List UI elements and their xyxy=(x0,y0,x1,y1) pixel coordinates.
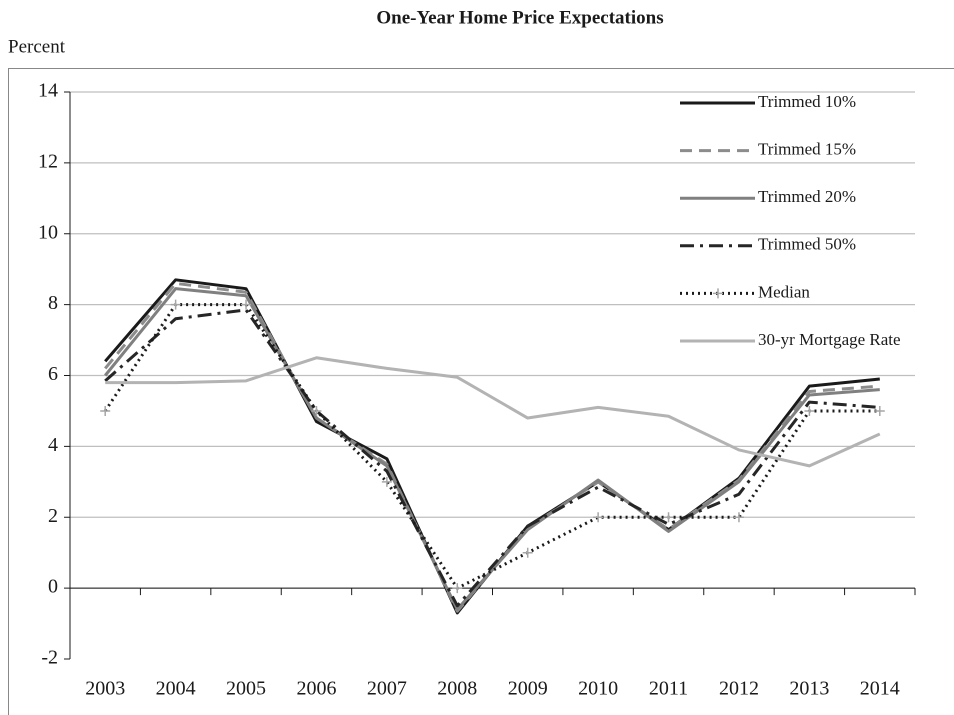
point-marker xyxy=(170,299,181,310)
legend-label: Median xyxy=(758,282,810,301)
point-marker xyxy=(452,583,463,594)
x-tick-label: 2011 xyxy=(649,678,688,700)
x-tick-label: 2007 xyxy=(367,678,407,700)
y-axis-label: Percent xyxy=(8,36,66,57)
legend-marker xyxy=(713,288,723,299)
legend-label: 30-yr Mortgage Rate xyxy=(758,330,901,349)
point-marker xyxy=(593,512,604,523)
legend-label: Trimmed 20% xyxy=(758,187,856,206)
legend-label: Trimmed 15% xyxy=(758,140,856,159)
y-tick-label: 12 xyxy=(38,150,58,172)
point-marker xyxy=(804,405,815,416)
y-tick-label: 14 xyxy=(38,80,58,102)
point-marker xyxy=(874,405,885,416)
y-tick-label: -2 xyxy=(41,647,58,669)
x-tick-label: 2014 xyxy=(860,678,900,700)
y-tick-label: 10 xyxy=(38,221,58,243)
chart-title: One-Year Home Price Expectations xyxy=(376,7,663,28)
y-tick-label: 2 xyxy=(48,505,58,527)
series-line xyxy=(105,356,881,468)
x-tick-label: 2009 xyxy=(508,678,548,700)
series-line xyxy=(103,303,880,590)
y-tick-label: 0 xyxy=(48,576,58,598)
y-tick-label: 4 xyxy=(48,434,58,456)
point-marker xyxy=(241,299,252,310)
x-tick-label: 2006 xyxy=(296,678,336,700)
x-tick-label: 2012 xyxy=(719,678,759,700)
legend-label: Trimmed 10% xyxy=(758,92,856,111)
x-tick-label: 2005 xyxy=(226,678,266,700)
y-tick-label: 8 xyxy=(48,292,58,314)
point-marker xyxy=(522,547,533,558)
point-marker xyxy=(100,405,111,416)
x-tick-label: 2008 xyxy=(437,678,477,700)
x-tick-label: 2010 xyxy=(578,678,618,700)
series-line xyxy=(104,287,880,611)
point-marker xyxy=(663,512,674,523)
x-tick-label: 2003 xyxy=(85,678,125,700)
x-tick-label: 2004 xyxy=(156,678,196,700)
point-marker xyxy=(733,512,744,523)
legend-label: Trimmed 50% xyxy=(758,235,856,254)
point-marker xyxy=(311,405,322,416)
point-marker xyxy=(381,476,392,487)
frame xyxy=(8,68,954,715)
y-tick-label: 6 xyxy=(48,363,58,385)
series-line xyxy=(104,308,880,608)
x-tick-label: 2013 xyxy=(789,678,829,700)
